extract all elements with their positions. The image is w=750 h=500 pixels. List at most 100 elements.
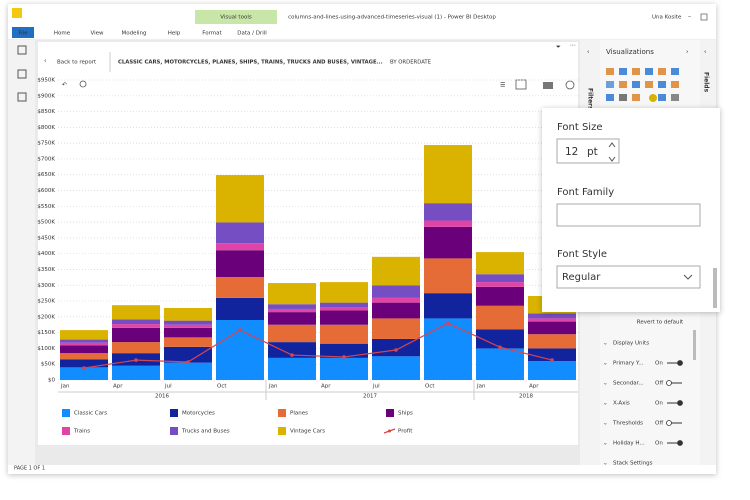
setting-label[interactable]: Stack Settings (613, 461, 653, 467)
setting-label[interactable]: X-Axis (613, 401, 630, 407)
toggle-knob[interactable] (678, 361, 683, 366)
toggle-knob[interactable] (678, 441, 683, 446)
y-tick-label: $850K (37, 109, 55, 115)
ribbon-tab[interactable]: Modeling (121, 31, 146, 37)
legend-label[interactable]: Vintage Cars (290, 429, 325, 435)
setting-label[interactable]: Holiday H... (613, 441, 645, 447)
y-tick-label: $250K (37, 299, 55, 305)
bar-segment (164, 337, 212, 346)
viz-icon[interactable] (606, 94, 614, 101)
back-arrow[interactable]: ‹ (44, 58, 46, 65)
viz-icon[interactable] (632, 68, 640, 75)
more-options[interactable]: ··· (570, 43, 576, 50)
fields-label[interactable]: Fields (703, 72, 710, 93)
bar-segment (112, 324, 160, 328)
filters-label[interactable]: Filters (587, 88, 594, 110)
setting-label[interactable]: Thresholds (612, 421, 643, 427)
y-tick-label: $550K (37, 204, 55, 210)
ribbon-tab[interactable]: View (90, 31, 104, 37)
bar-segment (216, 298, 264, 320)
y-tick-label: $800K (37, 125, 55, 131)
viz-icon[interactable] (619, 81, 627, 88)
viz-icon[interactable] (671, 68, 679, 75)
setting-label[interactable]: Secondar... (613, 381, 644, 387)
ribbon-tab[interactable]: Data / Drill (237, 31, 267, 37)
viz-icon[interactable] (632, 94, 640, 101)
y-tick-label: $500K (37, 220, 55, 226)
undo-icon[interactable]: ↶ (62, 82, 67, 89)
bar-segment (320, 282, 368, 303)
viz-collapse[interactable]: › (686, 49, 688, 56)
chevron[interactable]: ⌄ (603, 341, 608, 347)
viz-icon[interactable] (645, 68, 653, 75)
legend-label[interactable]: Classic Cars (74, 411, 107, 417)
viz-icon[interactable] (671, 81, 679, 88)
x-group-label: 2018 (519, 394, 533, 400)
popup-scrollbar[interactable] (713, 268, 717, 308)
context-tab-group: Visual tools (220, 15, 252, 21)
viz-icon[interactable] (649, 94, 657, 102)
viz-icon[interactable] (671, 94, 679, 101)
toggle-knob[interactable] (678, 401, 683, 406)
ribbon-tab[interactable]: Format (202, 31, 222, 37)
bar-segment (476, 287, 524, 306)
pane-scrollbar[interactable] (693, 330, 696, 360)
font-size-value[interactable]: 12 (565, 146, 578, 158)
viz-icon[interactable] (658, 68, 666, 75)
bar-segment (528, 334, 576, 348)
toggle-knob[interactable] (667, 381, 672, 386)
bar-segment (112, 342, 160, 353)
window-title: columns-and-lines-using-advanced-timeser… (288, 15, 496, 21)
bar-segment (268, 309, 316, 312)
viz-icon[interactable] (658, 81, 666, 88)
chevron[interactable]: ⌄ (603, 461, 608, 467)
bar-segment (320, 358, 368, 380)
bar-segment (424, 258, 472, 293)
setting-label[interactable]: Primary Y... (613, 361, 644, 367)
filters-collapse[interactable]: ‹ (587, 49, 589, 56)
legend-label[interactable]: Planes (290, 411, 308, 417)
chevron[interactable]: ⌄ (603, 361, 608, 367)
font-family-label: Font Family (557, 187, 614, 198)
minimize[interactable]: – (688, 14, 691, 21)
font-style-value[interactable]: Regular (562, 272, 601, 283)
chart-type-icon[interactable] (543, 82, 553, 89)
setting-label[interactable]: Display Units (613, 341, 649, 347)
viz-icon[interactable] (619, 68, 627, 75)
bar-segment (112, 366, 160, 380)
chevron[interactable]: ⌄ (603, 401, 608, 407)
x-tick-label: Jul (372, 384, 380, 390)
legend-label[interactable]: Trains (73, 429, 90, 435)
legend-label[interactable]: Profit (398, 429, 413, 435)
table-icon[interactable]: ☰ (500, 82, 505, 89)
chevron[interactable]: ⌄ (603, 441, 608, 447)
user-name: Una Kosite (652, 15, 682, 21)
ribbon-tab[interactable]: Home (54, 31, 71, 37)
bar-segment (320, 303, 368, 308)
bar-segment (216, 243, 264, 250)
viz-icon[interactable] (619, 94, 627, 101)
toggle-knob[interactable] (667, 421, 672, 426)
legend-label[interactable]: Motorcycles (182, 411, 215, 417)
legend-label[interactable]: Trucks and Buses (181, 429, 230, 435)
bar-segment (60, 345, 108, 353)
font-family-input[interactable] (557, 204, 700, 226)
ribbon-tab[interactable]: File (18, 31, 28, 37)
revert-default[interactable]: Revert to default (637, 320, 684, 326)
chevron[interactable]: ⌄ (603, 381, 608, 387)
fields-collapse[interactable]: ‹ (704, 49, 706, 56)
filter-icon[interactable]: ⏷ (556, 44, 561, 51)
viz-icon[interactable] (632, 81, 640, 88)
ribbon-tab[interactable]: Help (168, 31, 181, 37)
bar-segment (476, 306, 524, 330)
viz-icon[interactable] (645, 81, 653, 88)
back-to-report[interactable]: Back to report (57, 60, 97, 66)
chevron[interactable]: ⌄ (603, 421, 608, 427)
viz-icon[interactable] (606, 68, 614, 75)
viz-icon[interactable] (606, 81, 614, 88)
visualizations-title: Visualizations (606, 48, 654, 56)
viz-icon[interactable] (658, 94, 666, 101)
bar-segment (320, 311, 368, 325)
y-tick-label: $200K (37, 314, 55, 320)
legend-label[interactable]: Ships (398, 411, 413, 417)
